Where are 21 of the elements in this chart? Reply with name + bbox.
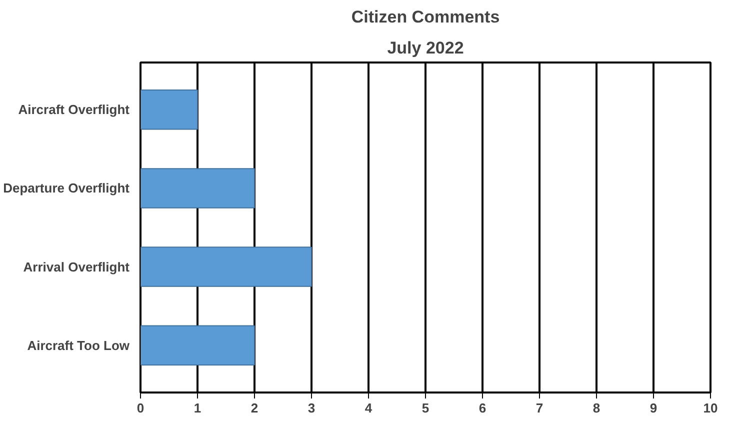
bar	[140, 168, 255, 208]
bar	[140, 246, 312, 287]
bar	[140, 90, 198, 130]
x-tick-label: 2	[250, 400, 258, 416]
x-tick-label: 5	[422, 400, 430, 416]
y-tick-label: Aircraft Too Low	[27, 338, 130, 353]
chart-title: Citizen Comments	[351, 8, 500, 26]
x-tick-label: 0	[136, 400, 144, 416]
x-tick-label: 10	[703, 400, 718, 416]
x-tick-label: 4	[364, 400, 373, 416]
x-tick-label: 7	[536, 400, 544, 416]
chart-subtitle: July 2022	[387, 38, 464, 58]
x-tick-label: 3	[308, 400, 316, 416]
y-tick-label: Departure Overflight	[3, 180, 130, 196]
y-tick-label: Aircraft Overflight	[18, 102, 130, 118]
x-tick-label: 9	[650, 400, 658, 416]
y-tick-label: Arrival Overflight	[23, 259, 130, 274]
x-tick-label: 1	[194, 400, 202, 416]
bar	[140, 325, 255, 366]
x-tick-label: 8	[592, 400, 600, 416]
x-tick-label: 6	[478, 400, 486, 416]
